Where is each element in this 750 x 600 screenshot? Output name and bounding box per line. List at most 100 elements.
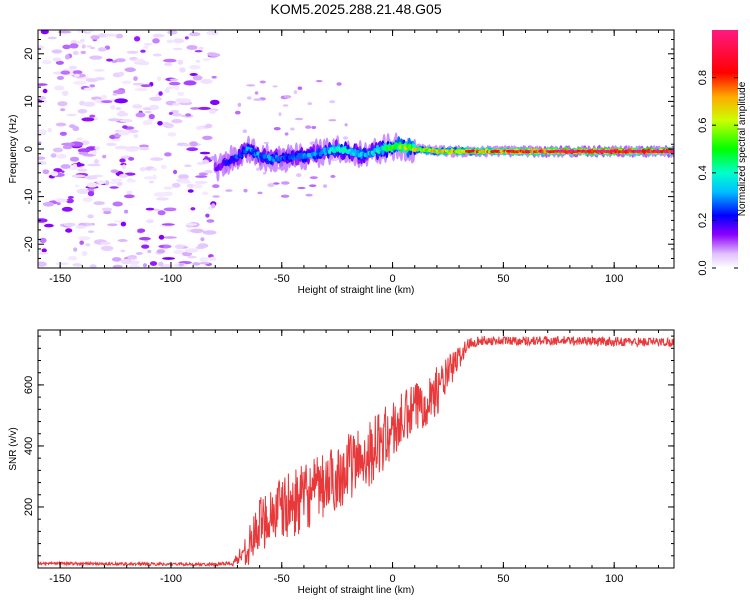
noise-blob (112, 138, 121, 142)
colorbar-tick-label: 0.2 (697, 213, 709, 228)
noise-blob (163, 186, 174, 190)
noise-blob (237, 102, 242, 107)
noise-blob (94, 146, 100, 151)
colorbar-tick-label: 0.0 (697, 260, 709, 275)
noise-blob (192, 262, 201, 266)
x-tick-label: -100 (160, 573, 182, 585)
noise-blob (115, 58, 126, 63)
noise-blob (157, 210, 166, 216)
noise-blob (283, 95, 292, 99)
noise-blob (199, 151, 211, 155)
noise-blob (168, 81, 181, 86)
noise-blob (162, 236, 177, 239)
noise-blob (44, 223, 54, 228)
noise-blob (152, 174, 157, 180)
noise-blob (61, 90, 69, 97)
noise-blob (281, 181, 290, 185)
noise-blob (247, 96, 252, 100)
noise-blob (128, 263, 140, 268)
noise-blob (212, 184, 220, 189)
noise-blob (149, 104, 160, 110)
noise-blob (75, 41, 85, 44)
spectrogram-noise-blobs (38, 30, 348, 268)
noise-blob (38, 252, 48, 255)
noise-blob (114, 145, 129, 150)
noise-blob (181, 143, 191, 147)
noise-blob (57, 30, 72, 34)
noise-blob (135, 112, 146, 118)
noise-blob (284, 132, 289, 136)
y-tick-label: -20 (23, 236, 35, 252)
noise-blob (55, 262, 69, 266)
noise-blob (75, 225, 87, 229)
noise-blob (56, 75, 65, 80)
noise-blob (211, 203, 216, 209)
noise-blob (164, 88, 170, 93)
noise-blob (78, 236, 91, 241)
noise-blob (101, 100, 113, 104)
noise-blob (42, 60, 52, 65)
noise-blob (94, 159, 99, 164)
noise-blob (169, 78, 179, 82)
noise-blob (93, 69, 106, 72)
noise-blob (80, 39, 85, 42)
noise-blob (183, 80, 197, 86)
noise-blob (121, 80, 132, 85)
noise-blob (60, 164, 71, 169)
noise-blob (178, 174, 189, 180)
noise-blob (172, 47, 183, 51)
noise-blob (67, 255, 78, 261)
x-tick-label: 0 (390, 573, 396, 585)
noise-blob (144, 43, 153, 46)
noise-blob (118, 110, 125, 114)
noise-blob (200, 79, 213, 84)
noise-blob (173, 249, 185, 255)
noise-blob (128, 157, 135, 161)
noise-blob (120, 118, 133, 123)
noise-blob (163, 58, 177, 63)
noise-blob (42, 88, 48, 94)
noise-blob (149, 96, 162, 101)
noise-blob (113, 89, 126, 95)
noise-blob (197, 106, 211, 110)
noise-blob (133, 76, 138, 81)
noise-blob (150, 157, 164, 161)
noise-blob (143, 176, 155, 180)
noise-blob (124, 209, 129, 214)
noise-blob (190, 207, 196, 211)
noise-blob (272, 85, 278, 88)
noise-blob (148, 113, 155, 120)
noise-blob (135, 252, 143, 255)
noise-blob (290, 127, 295, 131)
noise-blob (246, 84, 256, 87)
noise-blob (56, 201, 61, 206)
ridge-cell (371, 152, 376, 157)
noise-blob (76, 188, 89, 194)
noise-blob (166, 39, 175, 44)
noise-blob (72, 50, 79, 56)
noise-blob (195, 175, 208, 178)
noise-blob (202, 230, 217, 235)
noise-blob (200, 237, 205, 242)
noise-blob (328, 119, 337, 122)
noise-blob (38, 141, 42, 144)
snr-y-axis-title: SNR (v/v) (8, 427, 19, 470)
noise-blob (157, 76, 162, 82)
noise-blob (81, 140, 90, 145)
noise-blob (184, 164, 192, 168)
noise-blob (89, 55, 103, 60)
noise-blob (204, 169, 213, 174)
noise-blob (38, 161, 47, 166)
x-tick-label: 50 (497, 573, 509, 585)
noise-blob (96, 180, 107, 185)
noise-blob (71, 163, 79, 167)
noise-blob (60, 108, 66, 112)
noise-blob (133, 133, 139, 139)
noise-blob (137, 228, 146, 233)
noise-blob (85, 243, 91, 247)
noise-blob (73, 80, 87, 85)
x-tick-label: -100 (160, 273, 182, 285)
noise-blob (127, 256, 138, 260)
noise-blob (57, 153, 67, 159)
